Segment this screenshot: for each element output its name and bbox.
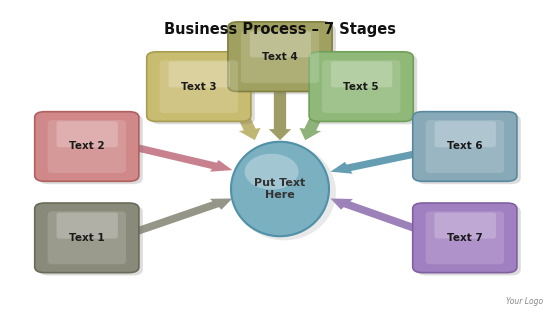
FancyBboxPatch shape <box>331 61 393 87</box>
Ellipse shape <box>245 154 298 190</box>
FancyBboxPatch shape <box>241 30 319 83</box>
Polygon shape <box>241 98 258 129</box>
Ellipse shape <box>233 144 336 240</box>
FancyBboxPatch shape <box>413 112 517 181</box>
Polygon shape <box>269 72 291 140</box>
FancyBboxPatch shape <box>35 112 139 181</box>
Text: Text 1: Text 1 <box>69 233 105 243</box>
FancyBboxPatch shape <box>160 60 238 113</box>
FancyBboxPatch shape <box>413 203 517 272</box>
FancyBboxPatch shape <box>426 211 504 264</box>
Polygon shape <box>330 198 432 236</box>
Polygon shape <box>129 143 232 172</box>
Text: Text 7: Text 7 <box>447 233 483 243</box>
Text: Put Text
Here: Put Text Here <box>254 178 306 200</box>
FancyBboxPatch shape <box>57 121 118 147</box>
FancyBboxPatch shape <box>435 121 496 147</box>
Polygon shape <box>330 148 431 174</box>
Text: Text 3: Text 3 <box>181 82 217 92</box>
Text: Text 4: Text 4 <box>262 52 298 62</box>
FancyBboxPatch shape <box>309 52 413 122</box>
Polygon shape <box>316 100 333 131</box>
FancyBboxPatch shape <box>57 213 118 238</box>
FancyBboxPatch shape <box>35 203 139 272</box>
FancyBboxPatch shape <box>232 25 336 94</box>
Text: Your Logo: Your Logo <box>506 296 543 306</box>
FancyBboxPatch shape <box>435 213 496 238</box>
FancyBboxPatch shape <box>313 55 417 124</box>
Polygon shape <box>134 142 218 163</box>
FancyBboxPatch shape <box>48 211 126 264</box>
Polygon shape <box>342 207 425 238</box>
FancyBboxPatch shape <box>417 206 521 275</box>
FancyBboxPatch shape <box>147 52 251 122</box>
Ellipse shape <box>231 142 329 236</box>
Text: Text 2: Text 2 <box>69 141 105 152</box>
FancyBboxPatch shape <box>228 22 332 92</box>
Polygon shape <box>286 72 289 129</box>
FancyBboxPatch shape <box>250 32 311 57</box>
FancyBboxPatch shape <box>48 120 126 173</box>
FancyBboxPatch shape <box>322 60 400 113</box>
Polygon shape <box>351 154 432 173</box>
FancyBboxPatch shape <box>417 115 521 184</box>
FancyBboxPatch shape <box>39 115 143 184</box>
Text: Text 5: Text 5 <box>343 82 379 92</box>
Polygon shape <box>127 200 212 230</box>
Text: Business Process – 7 Stages: Business Process – 7 Stages <box>164 22 396 37</box>
FancyBboxPatch shape <box>426 120 504 173</box>
FancyBboxPatch shape <box>39 206 143 275</box>
Polygon shape <box>128 198 232 236</box>
Polygon shape <box>229 98 260 140</box>
FancyBboxPatch shape <box>151 55 255 124</box>
FancyBboxPatch shape <box>169 61 230 87</box>
Polygon shape <box>300 98 331 140</box>
Text: Text 6: Text 6 <box>447 141 483 152</box>
